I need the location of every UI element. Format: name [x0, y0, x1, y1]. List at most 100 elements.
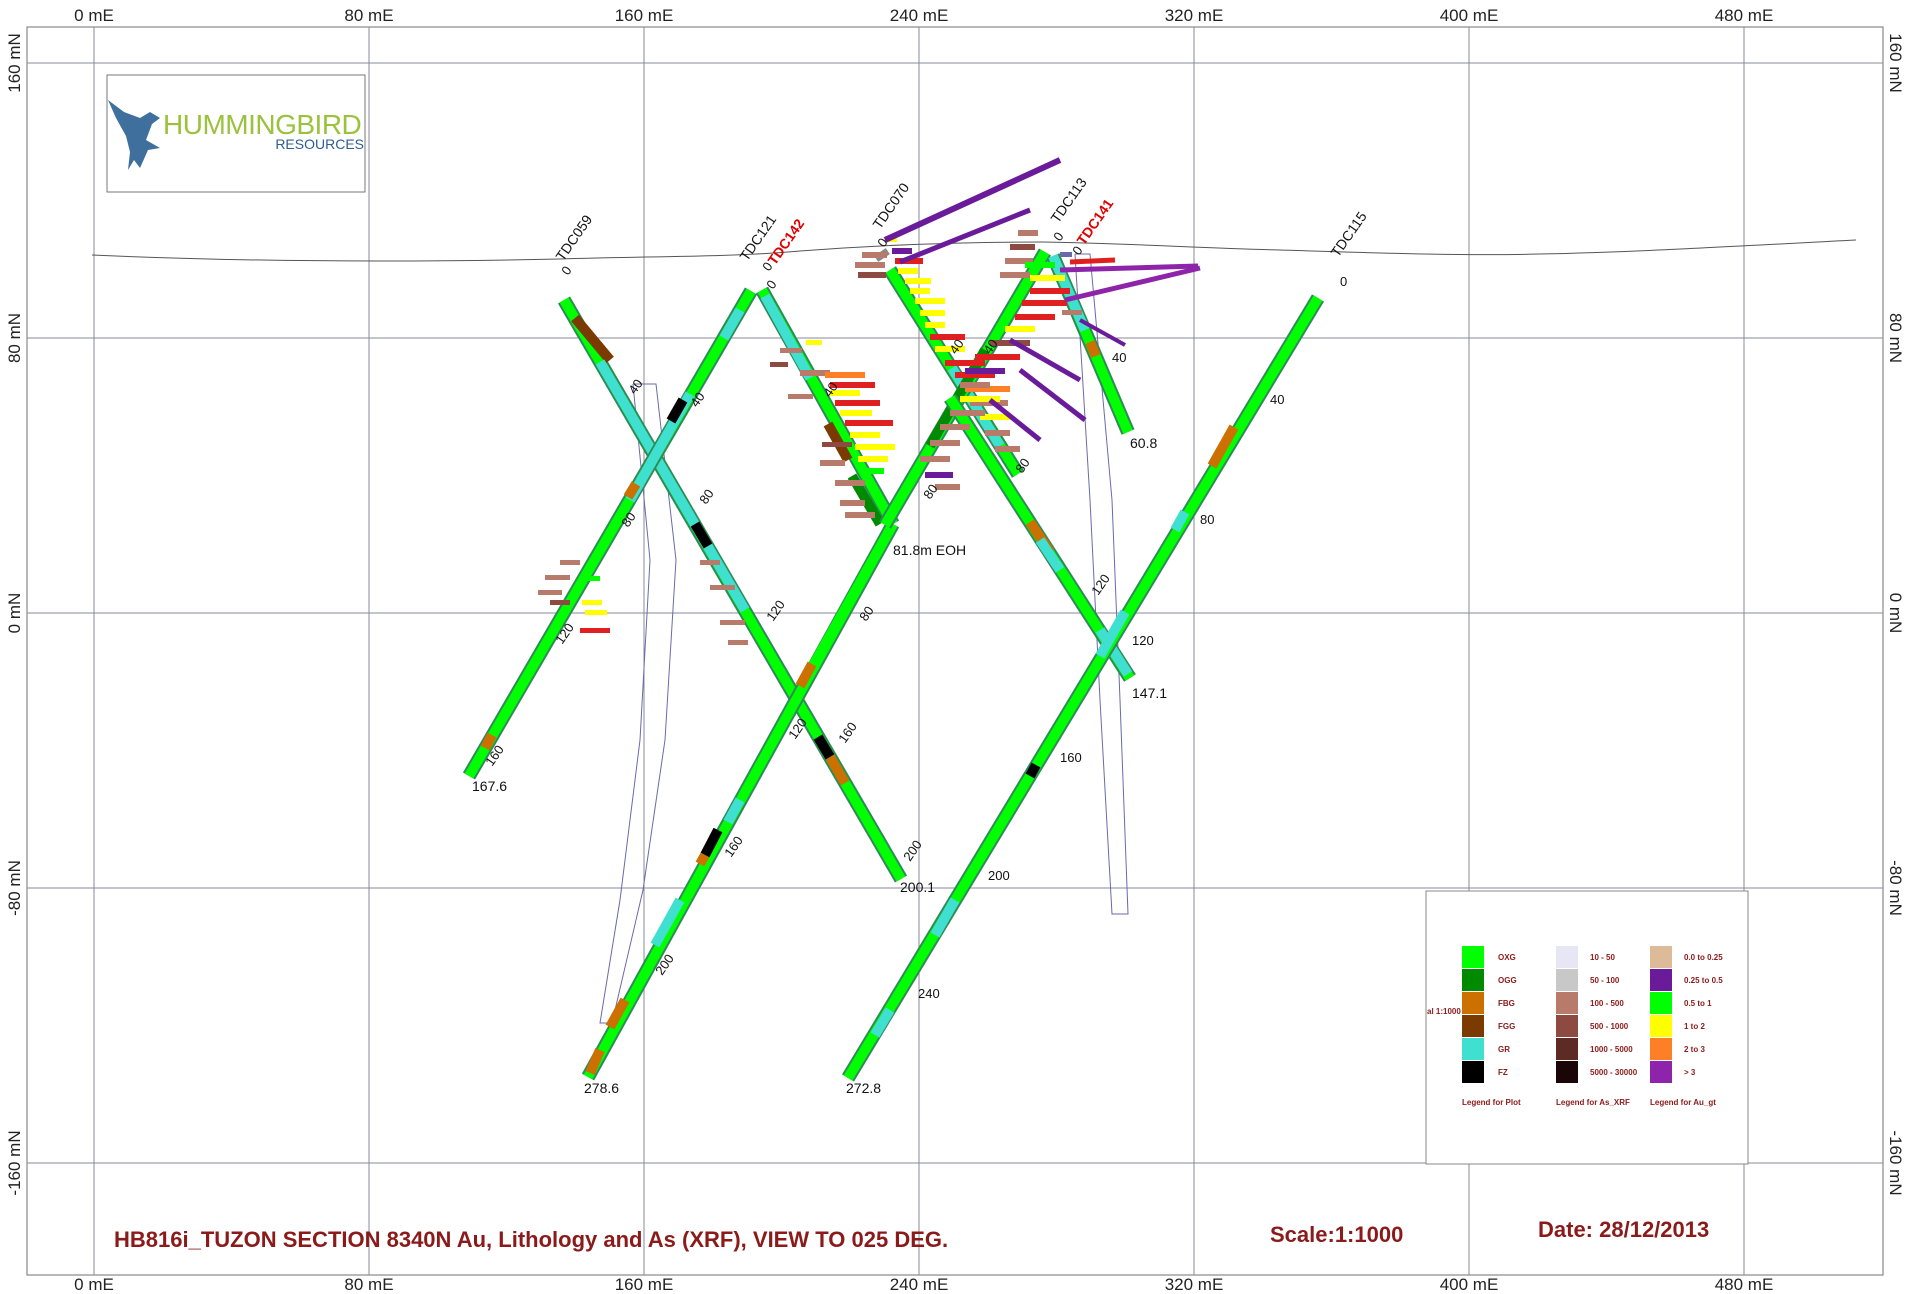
scale-label: Scale:1:1000 [1270, 1222, 1403, 1247]
hummingbird-icon [108, 100, 160, 170]
eoh-labels: 167.6 200.1 278.6 81.8m EOH 147.1 60.8 2… [472, 435, 1167, 1096]
legend-item: GR [1498, 1045, 1510, 1054]
assay-bars-tdc113 [920, 230, 1201, 490]
y-label: -160 mN [1886, 1130, 1905, 1195]
depth-label: 200 [900, 837, 925, 863]
depth-ticks: 0 40 80 120 160 0 40 80 120 160 200 0 40… [482, 229, 1347, 1001]
hole-tdc115 [842, 294, 1324, 1082]
logo-brand: HUMMINGBIRD [163, 109, 361, 140]
swatch [1462, 969, 1484, 991]
depth-label: 40 [625, 376, 646, 396]
x-label: 80 mE [344, 6, 393, 25]
depth-label: 80 [920, 481, 941, 501]
legend-caption: Legend for Plot [1462, 1098, 1521, 1107]
assay-bars-tdc070 [855, 157, 1062, 452]
swatch [1462, 1061, 1484, 1083]
date-label: Date: 28/12/2013 [1538, 1217, 1709, 1242]
swatch [1462, 992, 1484, 1014]
y-label: -80 mN [1886, 860, 1905, 916]
depth-label: 0 [558, 263, 574, 278]
legend-item: 100 - 500 [1590, 999, 1624, 1008]
eoh-tdc070: 81.8m EOH [893, 542, 966, 558]
y-axis-right: 160 mN 80 mN 0 mN -80 mN -160 mN [1886, 33, 1905, 1195]
hole-tdc113-long [944, 394, 1136, 682]
swatch [1650, 969, 1672, 991]
eoh-tdc115: 272.8 [846, 1080, 881, 1096]
legend-caption: Legend for As_XRF [1556, 1098, 1630, 1107]
x-label: 80 mE [344, 1275, 393, 1294]
swatch [1650, 992, 1672, 1014]
legend-item: 1 to 2 [1684, 1022, 1705, 1031]
x-label: 400 mE [1440, 1275, 1499, 1294]
y-label: -160 mN [5, 1130, 24, 1195]
drill-holes [462, 248, 1324, 1082]
x-axis-top: 0 mE 80 mE 160 mE 240 mE 320 mE 400 mE 4… [74, 6, 1773, 25]
depth-label: 80 [856, 603, 877, 623]
depth-label: 80 [1200, 512, 1214, 527]
legend-item: 5000 - 30000 [1590, 1068, 1638, 1077]
hole-labels: TDC059 TDC121 TDC142 TDC070 TDC113 TDC14… [552, 175, 1370, 268]
legend-au-gt: 0.0 to 0.25 0.25 to 0.5 0.5 to 1 1 to 2 … [1650, 946, 1723, 1107]
x-label: 240 mE [890, 1275, 949, 1294]
legend-lithology: OXG OGG FBG FGG GR FZ Legend for Plot [1462, 946, 1521, 1107]
swatch [1650, 1038, 1672, 1060]
depth-label: 40 [980, 336, 1001, 356]
depth-label: 160 [1060, 750, 1082, 765]
y-label: 80 mN [1886, 313, 1905, 363]
legend: al 1:1000 OXG OGG FBG FGG GR FZ Legend f… [1425, 890, 1749, 1165]
depth-label: 120 [763, 597, 788, 623]
hole-tdc121 [462, 287, 758, 780]
x-label: 160 mE [615, 6, 674, 25]
hole-name-tdc141: TDC141 [1073, 196, 1116, 248]
y-label: -80 mN [5, 860, 24, 916]
legend-scale-note: al 1:1000 [1427, 1007, 1461, 1016]
legend-item: 50 - 100 [1590, 976, 1620, 985]
legend-item: FBG [1498, 999, 1515, 1008]
depth-label: 40 [687, 389, 708, 409]
depth-label: 0 [1050, 229, 1066, 244]
legend-item: FGG [1498, 1022, 1515, 1031]
depth-label: 80 [1012, 455, 1033, 475]
legend-item: 0.0 to 0.25 [1684, 953, 1723, 962]
x-label: 480 mE [1715, 6, 1774, 25]
legend-item: OGG [1498, 976, 1517, 985]
swatch [1556, 1061, 1578, 1083]
depth-label: 200 [988, 868, 1010, 883]
depth-label: 40 [946, 336, 967, 356]
x-axis-bottom: 0 mE 80 mE 160 mE 240 mE 320 mE 400 mE 4… [74, 1275, 1773, 1294]
legend-as-xrf: 10 - 50 50 - 100 100 - 500 500 - 1000 10… [1556, 946, 1638, 1107]
legend-item: OXG [1498, 953, 1516, 962]
hole-name-tdc070: TDC070 [869, 180, 912, 232]
eoh-tdc121: 200.1 [900, 879, 935, 895]
legend-item: > 3 [1684, 1068, 1696, 1077]
legend-item: 2 to 3 [1684, 1045, 1705, 1054]
depth-label: 120 [1088, 571, 1113, 597]
legend-item: 10 - 50 [1590, 953, 1615, 962]
legend-caption: Legend for Au_gt [1650, 1098, 1716, 1107]
x-label: 0 mE [74, 1275, 114, 1294]
eoh-tdc141: 60.8 [1130, 435, 1157, 451]
hole-name-tdc113: TDC113 [1047, 175, 1090, 226]
y-label: 160 mN [1886, 33, 1905, 93]
y-label: 160 mN [5, 33, 24, 93]
swatch [1556, 1015, 1578, 1037]
eoh-tdc113: 147.1 [1132, 685, 1167, 701]
swatch [1462, 1015, 1484, 1037]
depth-label: 80 [696, 486, 717, 506]
depth-label: 40 [820, 379, 841, 399]
topography-line [91, 239, 1857, 262]
swatch [1556, 969, 1578, 991]
swatch [1556, 992, 1578, 1014]
hole-name-tdc059: TDC059 [552, 212, 595, 264]
legend-item: 1000 - 5000 [1590, 1045, 1633, 1054]
swatch [1462, 1038, 1484, 1060]
section-title: HB816i_TUZON SECTION 8340N Au, Lithology… [114, 1227, 948, 1252]
depth-label: 40 [1112, 350, 1126, 365]
y-label: 0 mN [5, 593, 24, 634]
map-frame [26, 26, 1884, 1276]
hole-tdc142-long [581, 520, 900, 1081]
depth-label: 160 [835, 719, 860, 745]
x-label: 0 mE [74, 6, 114, 25]
swatch [1650, 1061, 1672, 1083]
